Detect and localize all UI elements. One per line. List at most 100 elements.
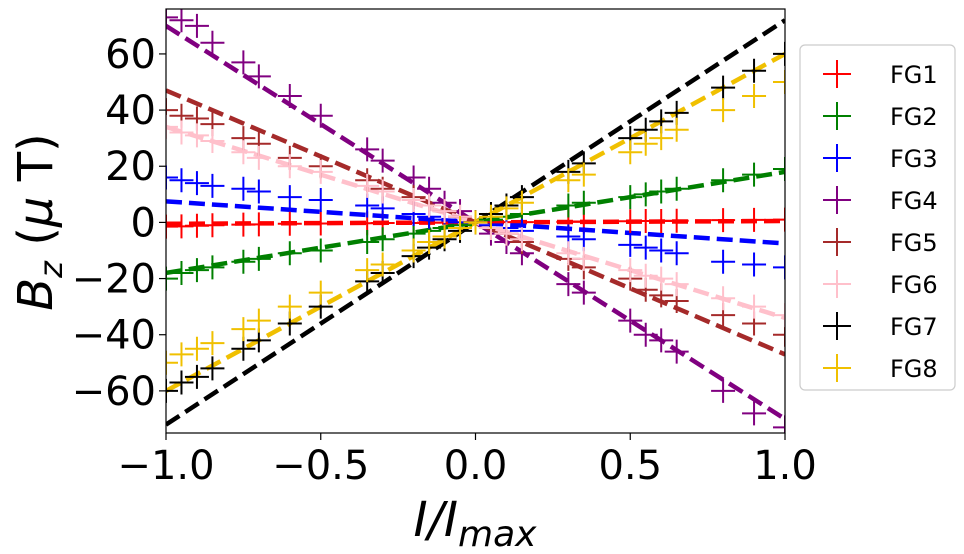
marker-fg8 [618,140,643,165]
legend-label-fg5: FG5 [890,229,938,257]
marker-fg8 [649,126,674,151]
marker-fg8 [556,168,581,193]
marker-fg1 [711,208,736,233]
marker-fg4 [166,9,178,30]
marker-fg7 [711,75,736,100]
marker-fg2 [169,260,194,285]
marker-fg3 [166,165,178,190]
marker-fg1 [664,208,689,233]
marker-fg6 [231,140,256,165]
marker-fg8 [742,84,767,109]
marker-fg6 [571,246,596,271]
marker-fg4 [277,84,302,109]
marker-fg6 [618,258,643,283]
marker-fg4 [184,13,209,38]
marker-fg8 [277,294,302,319]
marker-fg6 [401,187,426,212]
marker-fg7 [166,378,178,403]
marker-fg6 [169,120,194,145]
marker-fg7 [169,370,194,395]
y-axis-ticks: −60 −40 −20 0 20 40 60 [72,32,166,415]
marker-fg6 [277,154,302,179]
marker-fg6 [633,263,658,288]
marker-fg3 [200,173,225,198]
marker-fg5 [773,322,785,347]
x-tick-label: 1.0 [753,443,817,489]
legend-marker-fg2 [823,102,851,130]
x-tick-label: −1.0 [117,443,214,489]
marker-fg2 [355,230,380,255]
y-tick-label: −40 [72,313,156,359]
marker-fg8 [166,350,178,375]
marker-fg6 [355,173,380,198]
legend-marker-fg4 [823,186,851,214]
marker-fg7 [184,364,209,389]
marker-fg4 [649,328,674,353]
marker-fg8 [463,210,488,235]
x-axis-ticks: −1.0 −0.5 0.0 0.5 1.0 [117,433,817,489]
y-tick-label: 60 [105,32,156,78]
marker-fg6 [308,159,333,184]
marker-fg7 [742,58,767,83]
marker-fg2 [664,176,689,201]
marker-fg6 [742,294,767,319]
marker-fg6 [494,221,519,246]
marker-fg8 [200,331,225,356]
marker-fg8 [494,196,519,221]
marker-fg1 [742,207,767,232]
marker-fg3 [184,171,209,196]
legend-marker-fg5 [823,228,851,256]
marker-fg7 [773,41,785,66]
marker-fg2 [184,258,209,283]
legend-marker-fg8 [823,354,851,382]
marker-fg8 [169,342,194,367]
x-tick-label: 0.5 [598,443,662,489]
marker-fg2 [166,266,178,291]
marker-fg2 [633,182,658,207]
marker-fg6 [649,266,674,291]
x-tick-label: 0.0 [444,443,508,489]
marker-fg3 [246,179,271,204]
marker-fg2 [711,168,736,193]
legend-label-fg7: FG7 [890,313,938,341]
marker-fg8 [417,230,442,255]
marker-fg1 [200,213,225,238]
y-tick-label: 40 [105,88,156,134]
marker-fg1 [308,211,333,236]
x-tick-label: −0.5 [272,443,369,489]
marker-fg7 [200,356,225,381]
marker-fg8 [478,204,503,229]
marker-fg8 [246,308,271,333]
marker-fg4 [664,339,689,364]
marker-fg3 [633,235,658,260]
marker-fg4 [571,280,596,305]
marker-fg6 [556,241,581,266]
legend: FG1 FG2 FG3 FG4 FG5 FG6 FG7 FG8 [799,44,956,391]
marker-fg8 [448,216,473,241]
marker-fg8 [401,238,426,263]
marker-fg2 [200,255,225,280]
marker-fg1 [773,207,785,232]
marker-fg4 [773,415,785,433]
marker-fg2 [277,241,302,266]
marker-fg6 [509,227,534,252]
marker-fg4 [370,148,395,173]
marker-fg6 [166,114,178,139]
marker-fg2 [773,157,785,182]
legend-marker-fg1 [823,60,851,88]
y-tick-label: 20 [105,144,156,190]
marker-fg8 [308,280,333,305]
legend-label-fg3: FG3 [890,145,938,173]
legend-label-fg2: FG2 [890,103,938,131]
x-axis-title: I/Imax [414,492,538,554]
marker-fg4 [742,401,767,426]
marker-fg3 [277,185,302,210]
marker-fg3 [711,249,736,274]
marker-fg8 [432,224,457,249]
marker-fg8 [571,162,596,187]
y-axis-title: Bz (μ T) [8,133,70,311]
marker-fg3 [742,252,767,277]
marker-fg8 [355,258,380,283]
marker-fg3 [773,255,785,280]
marker-fg1 [246,212,271,237]
